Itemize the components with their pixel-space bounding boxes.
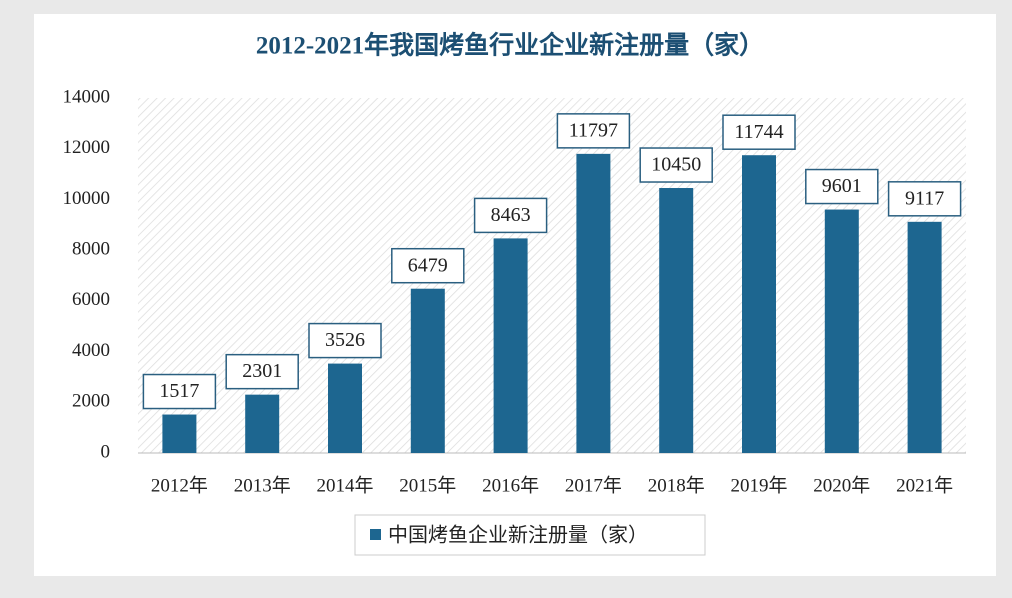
bar bbox=[824, 209, 859, 453]
bar bbox=[410, 288, 445, 453]
data-label: 2301 bbox=[242, 360, 282, 382]
x-tick-label: 2018年 bbox=[648, 474, 705, 496]
y-tick-label: 0 bbox=[101, 441, 111, 462]
x-tick-label: 2014年 bbox=[316, 474, 373, 496]
data-label-box bbox=[473, 197, 548, 234]
data-label: 1517 bbox=[159, 380, 199, 402]
x-tick-label: 2012年 bbox=[151, 474, 208, 496]
bar bbox=[907, 221, 942, 453]
data-label-box bbox=[887, 181, 962, 217]
bar bbox=[576, 153, 611, 453]
bar bbox=[493, 238, 528, 453]
chart-title: 2012-2021年我国烤鱼行业企业新注册量（家） bbox=[256, 31, 764, 60]
data-label-box bbox=[639, 147, 713, 183]
bar bbox=[742, 155, 776, 453]
data-label: 9117 bbox=[905, 187, 944, 209]
bar bbox=[245, 394, 280, 453]
x-tick-label: 2019年 bbox=[730, 474, 787, 496]
x-tick-label: 2013年 bbox=[234, 474, 291, 496]
y-tick-label: 6000 bbox=[72, 289, 110, 310]
data-label-box bbox=[225, 353, 299, 390]
data-label-box bbox=[556, 113, 631, 149]
x-tick-label: 2021年 bbox=[896, 474, 953, 496]
data-label: 11797 bbox=[569, 119, 618, 141]
y-tick-label: 14000 bbox=[63, 86, 111, 107]
legend-swatch bbox=[370, 529, 381, 540]
y-tick-label: 4000 bbox=[72, 340, 110, 361]
data-label-box bbox=[805, 168, 879, 205]
data-label: 8463 bbox=[491, 204, 531, 226]
data-label: 11744 bbox=[734, 121, 783, 143]
data-label-box bbox=[722, 114, 796, 150]
x-tick-label: 2020年 bbox=[813, 474, 870, 496]
data-label: 10450 bbox=[651, 154, 701, 176]
data-label: 3526 bbox=[325, 329, 365, 351]
x-tick-label: 2017年 bbox=[565, 474, 622, 496]
x-tick-label: 2016年 bbox=[482, 474, 539, 496]
bar bbox=[162, 414, 197, 453]
bar bbox=[659, 188, 694, 453]
data-label: 6479 bbox=[408, 254, 448, 276]
data-label: 9601 bbox=[822, 175, 862, 197]
y-tick-label: 10000 bbox=[63, 188, 111, 209]
y-tick-label: 2000 bbox=[72, 391, 110, 412]
y-tick-label: 8000 bbox=[72, 239, 110, 260]
x-tick-label: 2015年 bbox=[399, 474, 456, 496]
data-label-box bbox=[142, 373, 217, 410]
bar bbox=[328, 363, 362, 453]
legend-box bbox=[354, 514, 706, 556]
y-tick-label: 12000 bbox=[63, 137, 111, 158]
data-label-box bbox=[391, 247, 465, 284]
data-label-box bbox=[308, 322, 382, 359]
legend-label: 中国烤鱼企业新注册量（家） bbox=[388, 523, 648, 547]
